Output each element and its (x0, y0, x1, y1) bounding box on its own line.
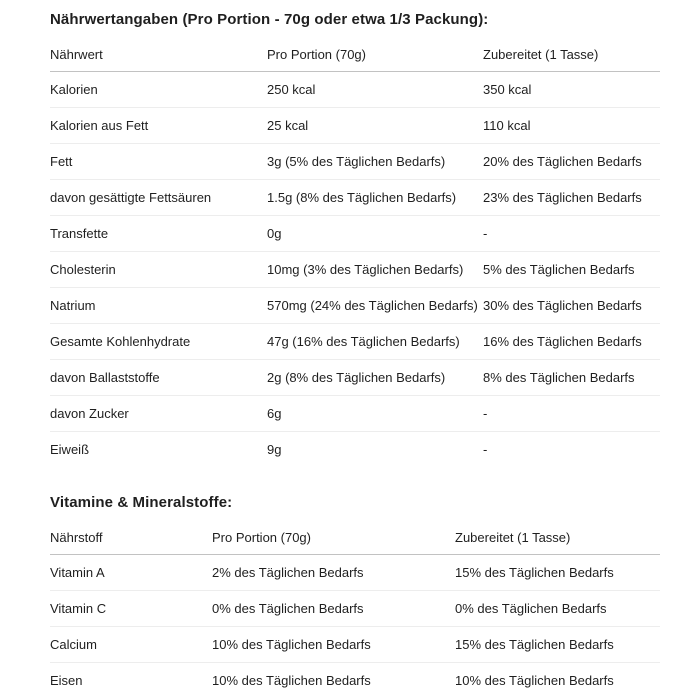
nutrient-name-cell: Vitamin C (50, 590, 212, 627)
nutrient-value-cell: 110 kcal (483, 107, 660, 144)
column-header: Pro Portion (70g) (267, 38, 483, 72)
column-header: Pro Portion (70g) (212, 521, 455, 555)
table-row: Eiweiß 9g - (50, 431, 660, 467)
nutrient-value-cell: 3g (5% des Täglichen Bedarfs) (267, 143, 483, 180)
nutrient-value-cell: 5% des Täglichen Bedarfs (483, 251, 660, 288)
nutrition-facts-table: Nährwert Pro Portion (70g) Zubereitet (1 T… (50, 38, 660, 467)
nutrient-value-cell: 6g (267, 395, 483, 432)
nutrient-value-cell: 47g (16% des Täglichen Bedarfs) (267, 323, 483, 360)
nutrient-value-cell: 1.5g (8% des Täglichen Bedarfs) (267, 179, 483, 216)
table-header-row: Nährwert Pro Portion (70g) Zubereitet (1 T… (50, 38, 660, 72)
table-row: Natrium 570mg (24% des Täglichen Bedarfs)… (50, 287, 660, 324)
nutrient-name-cell: Gesamte Kohlenhydrate (50, 323, 267, 360)
nutrient-value-cell: 350 kcal (483, 71, 660, 108)
table-row: Vitamin A 2% des Täglichen Bedarfs 15% des… (50, 554, 660, 591)
nutrient-value-cell: 0g (267, 215, 483, 252)
nutrient-value-cell: 8% des Täglichen Bedarfs (483, 359, 660, 396)
table-row: Kalorien aus Fett 25 kcal 110 kcal (50, 107, 660, 144)
nutrient-value-cell: 2% des Täglichen Bedarfs (212, 554, 455, 591)
nutrient-name-cell: Eisen (50, 672, 83, 688)
nutrient-name-cell: davon gesättigte Fettsäuren (50, 179, 267, 216)
nutrition-facts-section: Nährwertangaben (Pro Portion - 70g oder … (50, 11, 694, 467)
nutrient-value-cell: 10mg (3% des Täglichen Bedarfs) (267, 251, 483, 288)
nutrient-name-cell: Cholesterin (50, 251, 267, 288)
nutrient-name-cell: Vitamin A (50, 554, 212, 591)
nutrient-value-cell: - (483, 441, 488, 457)
table-row: davon Zucker 6g - (50, 395, 660, 432)
nutrient-value-cell: 16% des Täglichen Bedarfs (483, 323, 660, 360)
nutrient-value-cell: 10% des Täglichen Bedarfs (212, 672, 371, 688)
nutrient-value-cell: 10% des Täglichen Bedarfs (212, 626, 455, 663)
nutrient-name-cell: davon Zucker (50, 395, 267, 432)
vitamins-minerals-title: Vitamine & Mineralstoffe: (50, 494, 233, 511)
nutrient-value-cell: 250 kcal (267, 71, 483, 108)
nutrient-name-cell: Calcium (50, 626, 212, 663)
nutrient-value-cell: - (483, 395, 660, 432)
nutrient-value-cell: 570mg (24% des Täglichen Bedarfs) (267, 287, 483, 324)
nutrient-value-cell: 25 kcal (267, 107, 483, 144)
table-row: Cholesterin 10mg (3% des Täglichen Bedarf… (50, 251, 660, 288)
nutrient-value-cell: 2g (8% des Täglichen Bedarfs) (267, 359, 483, 396)
table-row: davon gesättigte Fettsäuren 1.5g (8% des … (50, 179, 660, 216)
nutrient-value-cell: 10% des Täglichen Bedarfs (455, 672, 614, 688)
nutrient-name-cell: Kalorien aus Fett (50, 107, 267, 144)
nutrient-name-cell: Eiweiß (50, 441, 90, 457)
nutrition-facts-title: Nährwertangaben (Pro Portion - 70g oder … (50, 11, 489, 28)
nutrient-name-cell: Fett (50, 143, 267, 180)
column-header: Zubereitet (1 Tasse) (455, 521, 660, 555)
nutrient-value-cell: - (483, 215, 660, 252)
nutrient-value-cell: 9g (267, 441, 282, 457)
nutrient-value-cell: 15% des Täglichen Bedarfs (455, 626, 660, 663)
nutrient-value-cell: 15% des Täglichen Bedarfs (455, 554, 660, 591)
nutrient-value-cell: 23% des Täglichen Bedarfs (483, 179, 660, 216)
vitamins-minerals-table: Nährstoff Pro Portion (70g) Zubereitet (1 … (50, 521, 660, 697)
nutrient-value-cell: 20% des Täglichen Bedarfs (483, 143, 660, 180)
nutrient-name-cell: davon Ballaststoffe (50, 359, 267, 396)
table-row: davon Ballaststoffe 2g (8% des Täglichen … (50, 359, 660, 396)
table-header-row: Nährstoff Pro Portion (70g) Zubereitet (1 … (50, 521, 660, 555)
table-row: Eisen 10% des Täglichen Bedarfs 10% des Tä… (50, 662, 660, 697)
column-header: Nährstoff (50, 521, 212, 555)
table-row: Calcium 10% des Täglichen Bedarfs 15% des … (50, 626, 660, 663)
column-header: Nährwert (50, 38, 267, 72)
nutrient-name-cell: Natrium (50, 287, 267, 324)
column-header: Zubereitet (1 Tasse) (483, 38, 660, 72)
nutrient-value-cell: 30% des Täglichen Bedarfs (483, 287, 660, 324)
table-row: Gesamte Kohlenhydrate 47g (16% des Täglic… (50, 323, 660, 360)
table-row: Kalorien 250 kcal 350 kcal (50, 71, 660, 108)
nutrient-name-cell: Transfette (50, 215, 267, 252)
nutrient-value-cell: 0% des Täglichen Bedarfs (212, 590, 455, 627)
vitamins-minerals-section: Vitamine & Mineralstoffe: Nährstoff Pro P… (50, 494, 694, 697)
table-row: Vitamin C 0% des Täglichen Bedarfs 0% des … (50, 590, 660, 627)
nutrient-name-cell: Kalorien (50, 71, 267, 108)
table-row: Fett 3g (5% des Täglichen Bedarfs) 20% des… (50, 143, 660, 180)
nutrient-value-cell: 0% des Täglichen Bedarfs (455, 590, 660, 627)
table-row: Transfette 0g - (50, 215, 660, 252)
